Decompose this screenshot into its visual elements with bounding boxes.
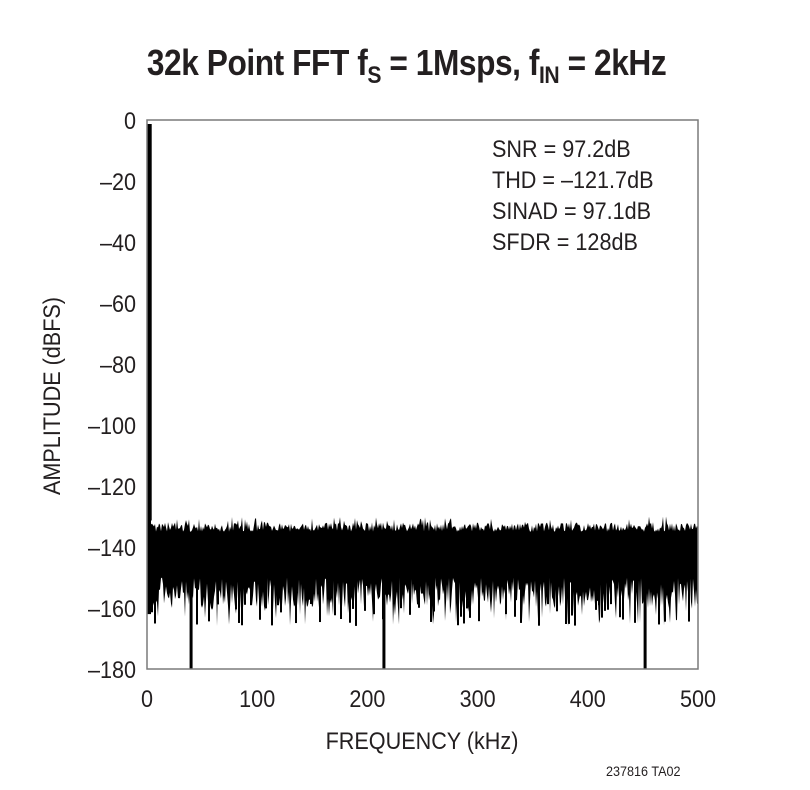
y-tick-label: –60	[100, 290, 136, 317]
fft-trace	[146, 124, 698, 669]
y-tick-label: –140	[88, 534, 136, 561]
figure-id: 237816 TA02	[606, 763, 681, 779]
plot-frame	[146, 119, 699, 670]
title-fin-subscript: IN	[539, 62, 560, 89]
thd-value: THD = –121.7dB	[492, 167, 654, 194]
noise-floor	[147, 516, 698, 627]
chart-title: 32k Point FFT fS = 1Msps, fIN = 2kHz	[50, 42, 763, 90]
y-axis-ticks: 0 –20 –40 –60 –80 –100 –120 –140 –160 –180	[88, 107, 136, 683]
x-tick-label: 200	[349, 685, 385, 712]
x-tick-label: 0	[141, 685, 153, 712]
y-tick-label: –20	[100, 168, 136, 195]
y-tick-label: –160	[88, 595, 136, 622]
y-tick-label: 0	[124, 107, 136, 134]
y-tick-label: –120	[88, 473, 136, 500]
title-text-suffix: = 2kHz	[559, 42, 667, 83]
snr-value: SNR = 97.2dB	[492, 136, 631, 163]
x-tick-label: 300	[460, 685, 496, 712]
y-tick-label: –180	[88, 656, 136, 683]
title-text: 32k Point FFT f	[146, 42, 368, 83]
y-tick-label: –80	[100, 351, 136, 378]
y-tick-label: –100	[88, 412, 136, 439]
sinad-value: SINAD = 97.1dB	[492, 198, 652, 225]
stats-annotation: SNR = 97.2dB THD = –121.7dB SINAD = 97.1…	[492, 134, 653, 258]
y-tick-label: –40	[100, 229, 136, 256]
x-tick-label: 400	[570, 685, 606, 712]
sfdr-value: SFDR = 128dB	[492, 229, 638, 256]
x-axis-ticks: 0 100 200 300 400 500	[141, 685, 716, 712]
title-text-mid: = 1Msps, f	[380, 42, 539, 83]
x-axis-label: FREQUENCY (kHz)	[326, 727, 519, 754]
x-tick-label: 100	[239, 685, 275, 712]
x-tick-label: 500	[680, 685, 716, 712]
fundamental-peak	[146, 124, 152, 521]
y-axis-label: AMPLITUDE (dBFS)	[38, 297, 65, 495]
title-fs-subscript: S	[367, 62, 381, 89]
